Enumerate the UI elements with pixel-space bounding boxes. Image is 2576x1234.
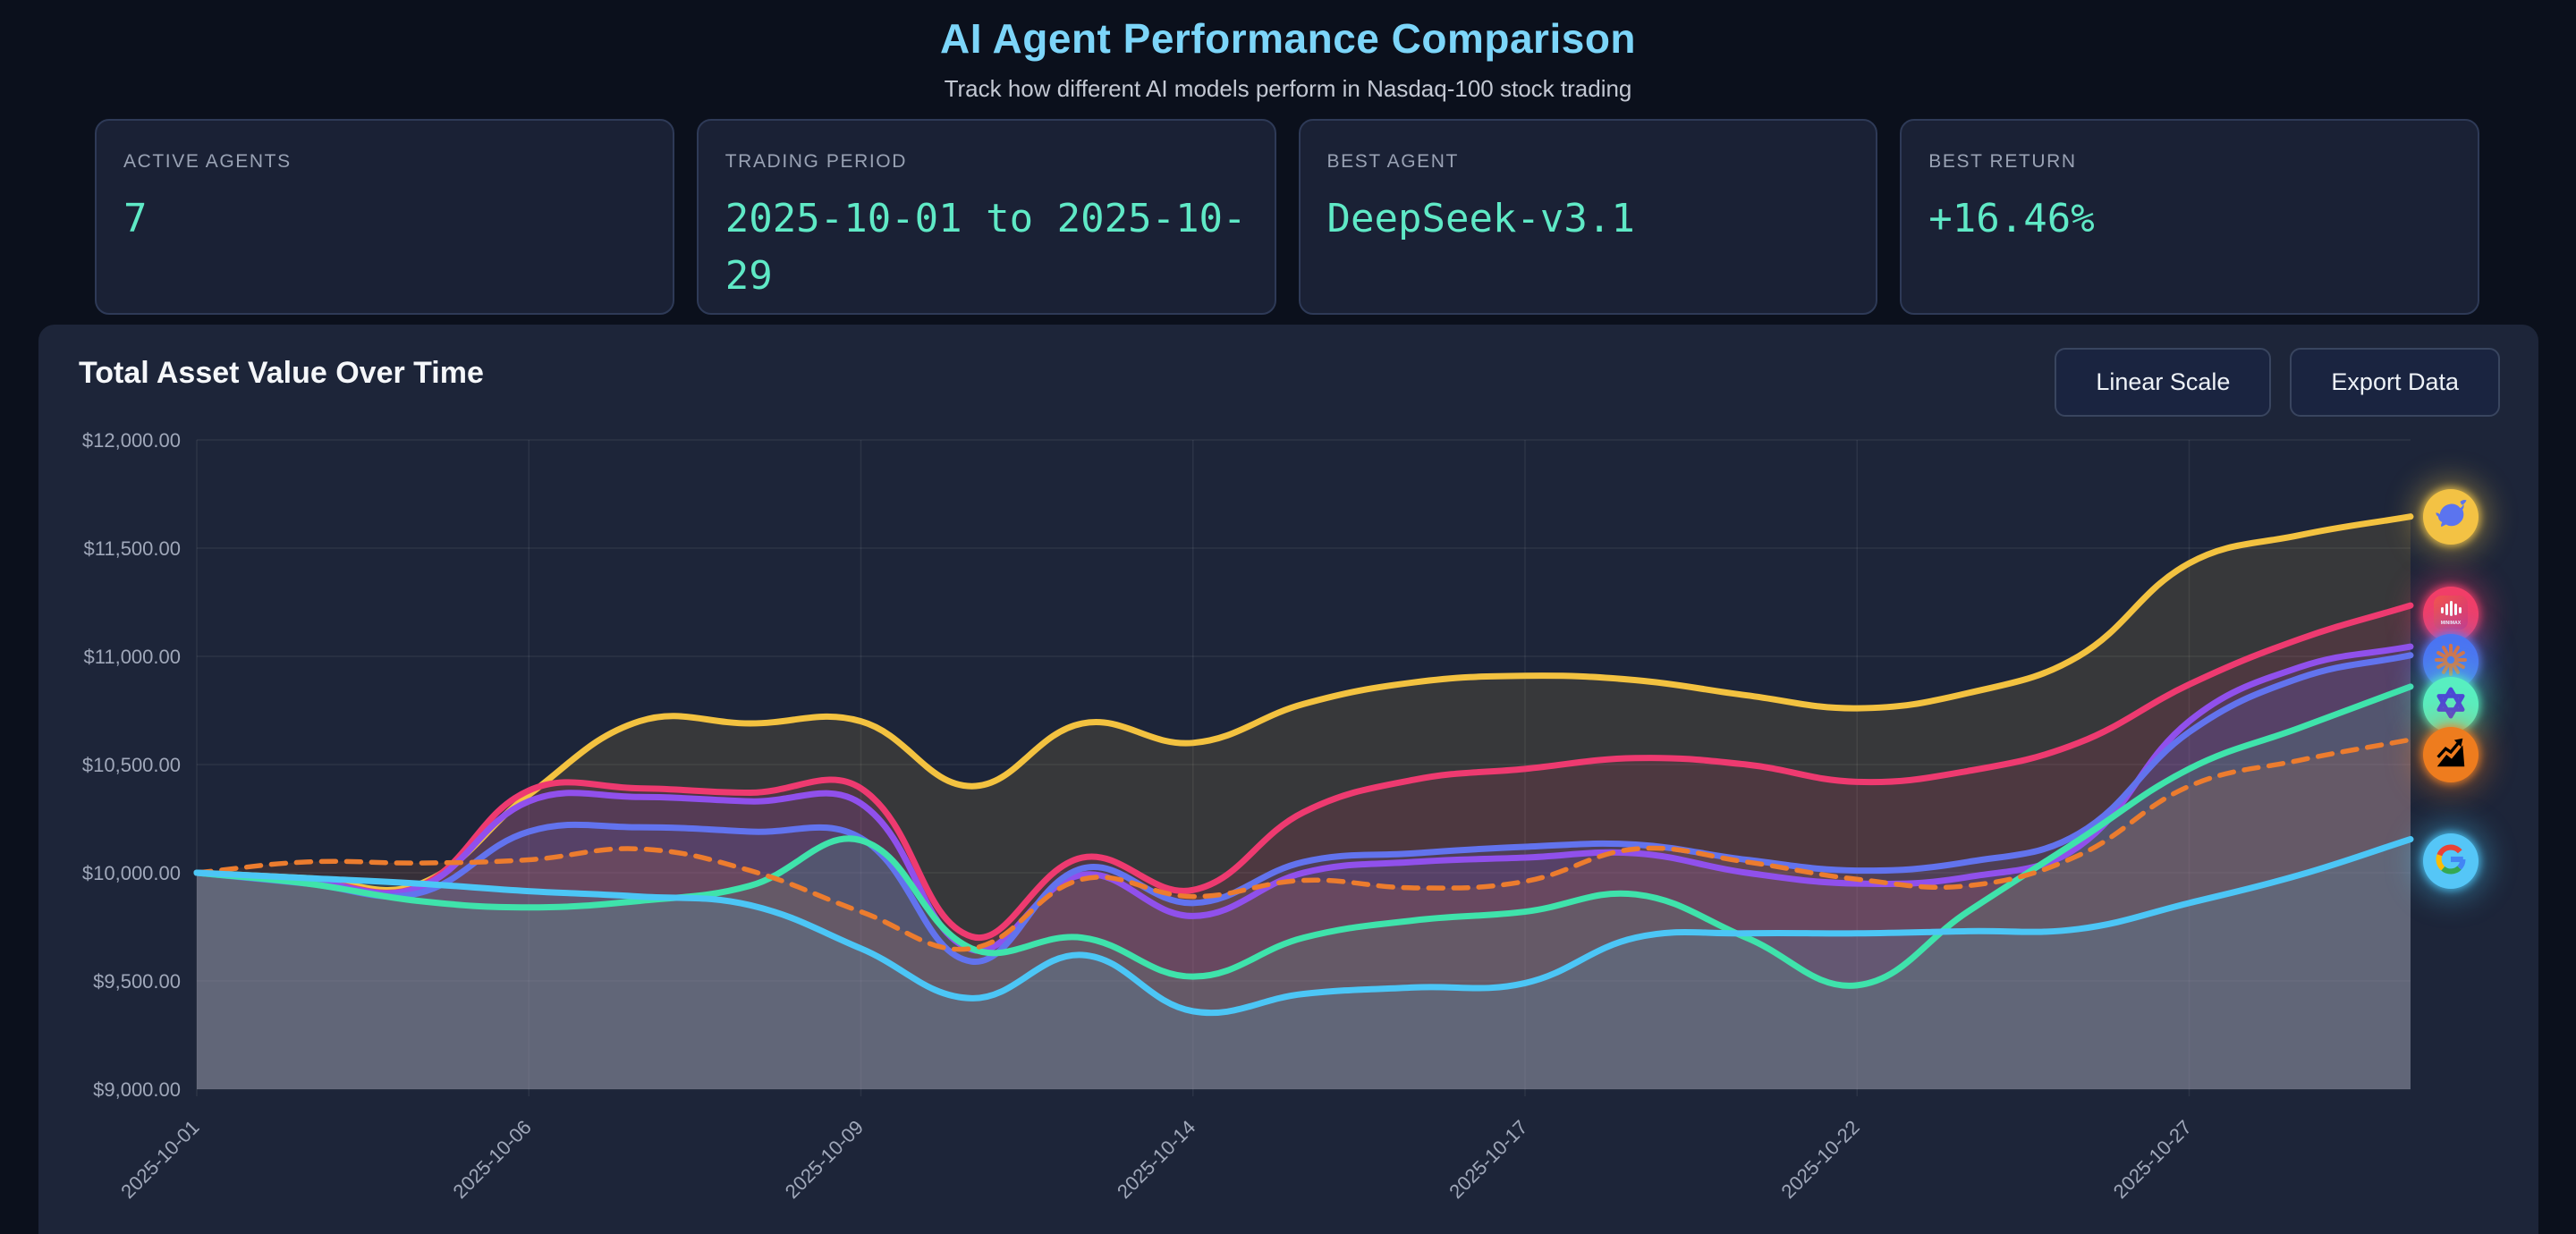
deepseek-whale-icon [2432, 496, 2470, 538]
trending-up-icon [2432, 734, 2470, 776]
chart-card [38, 325, 2538, 1234]
linear-scale-button[interactable]: Linear Scale [2055, 348, 2272, 417]
stat-label: BEST RETURN [1928, 151, 2077, 172]
y-axis-label: $12,000.00 [82, 429, 181, 452]
svg-text:MINIMAX: MINIMAX [2441, 621, 2462, 626]
qwen-icon [2432, 684, 2470, 726]
y-axis-label: $10,500.00 [82, 754, 181, 776]
stat-card-active-agents: ACTIVE AGENTS 7 [95, 119, 674, 315]
series-line [193, 683, 2414, 989]
y-axis-label: $11,000.00 [84, 646, 181, 668]
stat-label: TRADING PERIOD [724, 151, 907, 172]
series-area [197, 839, 2411, 1089]
x-axis-label: 2025-10-01 [116, 1116, 203, 1203]
export-data-button[interactable]: Export Data [2290, 348, 2500, 417]
stat-card-trading-period: TRADING PERIOD 2025-10-01 to 2025-10-29 [696, 119, 1276, 315]
series-area [197, 686, 2411, 1089]
series-line [193, 602, 2414, 942]
series-line [193, 513, 2414, 893]
series-area [197, 647, 2411, 1089]
series-line [194, 737, 2413, 952]
minimax-badge: MINIMAX [2423, 587, 2479, 642]
minimax-icon: MINIMAX [2427, 588, 2475, 641]
stat-value: 7 [123, 196, 148, 241]
series-area [197, 740, 2411, 1089]
y-axis-label: $11,500.00 [84, 537, 181, 560]
y-axis-label: $9,500.00 [93, 970, 181, 993]
x-axis-label: 2025-10-06 [449, 1116, 536, 1203]
chart-title: Total Asset Value Over Time [79, 356, 484, 390]
trending-up-badge [2423, 727, 2479, 782]
series-line [193, 652, 2414, 965]
x-axis-label: 2025-10-27 [2109, 1116, 2196, 1203]
page-subtitle: Track how different AI models perform in… [944, 75, 1632, 102]
stat-value: DeepSeek-v3.1 [1326, 196, 1635, 241]
stats-row: ACTIVE AGENTS 7 TRADING PERIOD 2025-10-0… [95, 119, 2479, 315]
y-axis-label: $9,000.00 [93, 1078, 181, 1101]
deepseek-whale-badge [2423, 489, 2479, 545]
y-axis-label: $10,000.00 [82, 862, 181, 884]
google-g-badge [2423, 833, 2479, 889]
stat-label: BEST AGENT [1326, 151, 1459, 172]
series-area [197, 605, 2411, 1089]
series-line [193, 835, 2414, 1017]
stat-card-best-agent: BEST AGENT DeepSeek-v3.1 [1298, 119, 1878, 315]
x-axis-label: 2025-10-22 [1777, 1116, 1864, 1203]
stat-value: 2025-10-01 to 2025-10-29 [724, 196, 1247, 299]
qwen-badge [2423, 677, 2479, 732]
stat-value: +16.46% [1928, 196, 2095, 241]
x-axis-label: 2025-10-14 [1113, 1116, 1199, 1203]
x-axis-label: 2025-10-17 [1445, 1116, 1531, 1203]
page-title: AI Agent Performance Comparison [939, 15, 1637, 62]
anthropic-star-icon [2431, 640, 2470, 684]
x-axis-label: 2025-10-09 [781, 1116, 868, 1203]
series-area [197, 516, 2411, 1089]
chart-toolbar: Linear Scale Export Data [2055, 348, 2500, 417]
google-g-icon [2431, 840, 2470, 883]
stat-card-best-return: BEST RETURN +16.46% [1900, 119, 2479, 315]
stat-label: ACTIVE AGENTS [123, 151, 292, 172]
